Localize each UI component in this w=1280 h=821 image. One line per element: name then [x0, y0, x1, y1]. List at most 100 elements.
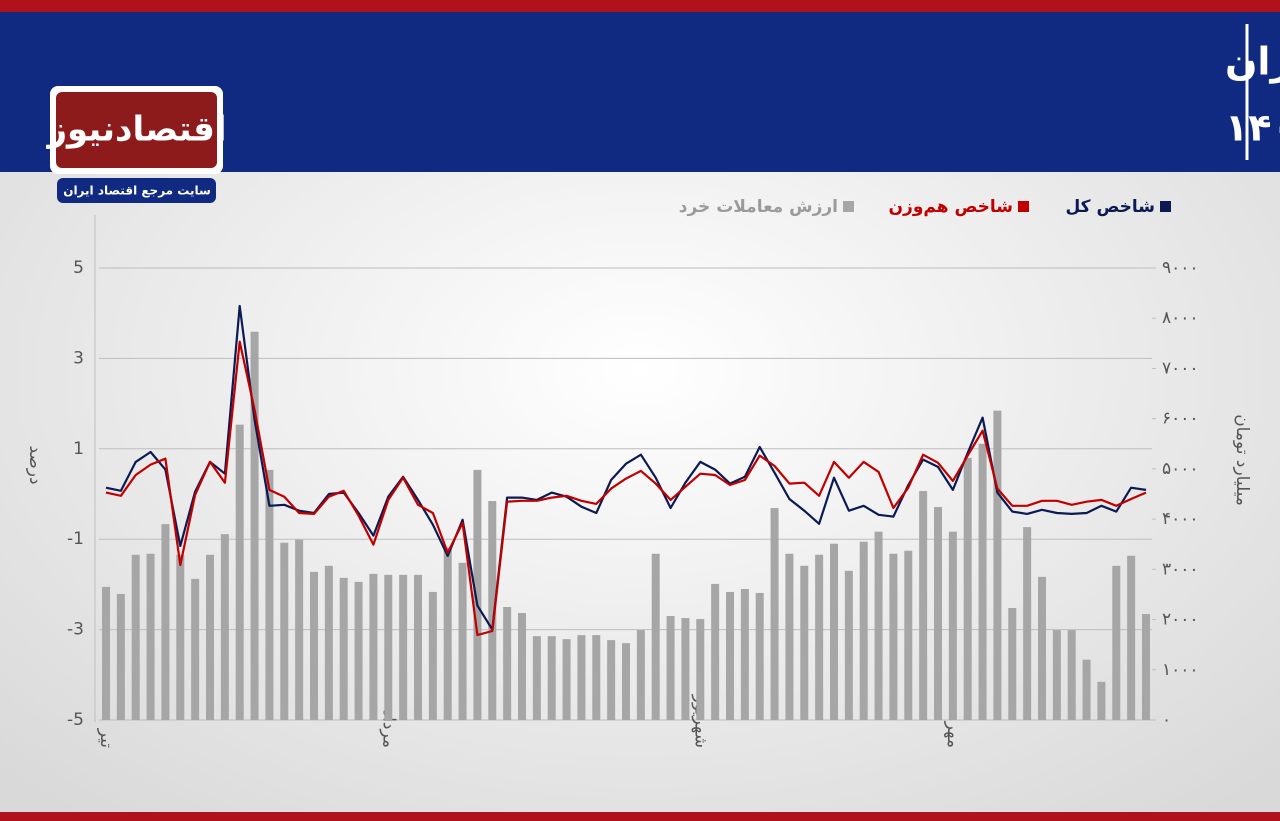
line	[105, 304, 1147, 631]
chart-subtitle: از ابتدای تابستان ۱۴۰۳	[1225, 106, 1280, 150]
bar	[265, 469, 274, 720]
y2-tick-label: ۳۰۰۰	[1162, 559, 1199, 579]
bar	[1127, 555, 1136, 720]
bar	[1008, 608, 1017, 720]
y-axis-label: درصد	[25, 445, 45, 484]
bar	[1097, 681, 1106, 720]
legend-swatch	[1018, 201, 1029, 212]
bar	[399, 574, 408, 720]
bar	[726, 591, 734, 720]
y-tick-label: -1	[67, 529, 84, 549]
bar	[666, 616, 675, 720]
x-tick-label: تیر	[96, 728, 116, 749]
y2-tick-label: ۸۰۰۰	[1162, 308, 1199, 328]
bar	[206, 554, 214, 720]
bar	[844, 570, 853, 720]
bar	[354, 581, 363, 720]
bar	[948, 531, 957, 720]
bar	[1112, 565, 1121, 720]
bar	[473, 469, 482, 720]
bar	[1023, 527, 1032, 720]
legend-label: شاخص هم‌وزن	[889, 197, 1013, 217]
y-tick-label: 3	[73, 348, 84, 368]
bar	[176, 554, 185, 720]
bar	[562, 639, 571, 720]
bar	[800, 565, 809, 720]
bar	[592, 635, 601, 720]
bar	[993, 410, 1002, 720]
bar	[503, 607, 512, 720]
logo-name: اقتصادنیوز	[45, 110, 226, 150]
bar	[696, 619, 705, 720]
bar	[369, 573, 378, 720]
bar	[755, 592, 764, 720]
x-tick-label: مهر	[943, 721, 963, 748]
y2-tick-label: ۹۰۰۰	[1162, 258, 1199, 278]
bar	[785, 553, 794, 720]
y-tick-label: -5	[67, 710, 84, 730]
y2-tick-label: ۰	[1162, 710, 1171, 730]
y-tick-label: 1	[73, 439, 84, 459]
logo-box	[56, 92, 217, 168]
bottom-strip	[0, 812, 1280, 821]
y2-tick-label: ۲۰۰۰	[1162, 610, 1199, 630]
bar	[310, 571, 318, 720]
chart-title: نوسانات روزانه شاخص کل و هم‌وزن بورس تهر…	[1225, 40, 1280, 85]
bar	[651, 553, 660, 720]
bar	[384, 574, 393, 720]
bar	[636, 630, 645, 720]
bar	[889, 553, 898, 720]
top-strip	[0, 0, 1280, 12]
bar	[443, 547, 452, 720]
bar	[131, 554, 140, 720]
legend-swatch	[843, 201, 854, 212]
bar	[1082, 659, 1091, 720]
y2-tick-label: ۱۰۰۰	[1162, 660, 1199, 680]
bar	[681, 618, 690, 720]
y-tick-label: 5	[73, 258, 84, 278]
bar	[414, 574, 422, 720]
bar	[978, 443, 987, 720]
bar	[324, 565, 333, 720]
bar	[191, 578, 200, 720]
bar	[295, 539, 304, 720]
bar	[102, 586, 110, 720]
y2-tick-label: ۴۰۰۰	[1162, 509, 1199, 529]
legend-label: ارزش معاملات خرد	[679, 197, 838, 217]
bar	[532, 636, 541, 720]
bar	[770, 508, 779, 720]
bar	[235, 424, 244, 720]
bar	[547, 636, 556, 720]
bar	[963, 457, 972, 720]
bar	[146, 553, 155, 720]
bar	[1142, 614, 1150, 720]
legend-swatch	[1160, 201, 1171, 212]
bar	[161, 524, 170, 720]
bar	[339, 577, 348, 720]
bar	[488, 501, 497, 720]
y-tick-label: -3	[67, 620, 84, 640]
bar	[859, 541, 868, 720]
y2-axis-label: میلیارد تومان	[1232, 414, 1252, 506]
bar	[250, 331, 259, 720]
bar	[220, 534, 229, 720]
line	[105, 340, 1147, 637]
bar	[280, 542, 289, 720]
x-tick-label: مرداد	[378, 710, 398, 748]
bar	[904, 550, 913, 720]
bar	[1067, 630, 1076, 720]
bar	[1052, 630, 1061, 720]
bar	[815, 554, 824, 720]
bar	[711, 583, 720, 720]
bar	[577, 635, 586, 720]
bar	[874, 531, 883, 720]
bar	[740, 588, 749, 720]
logo-tagline: سایت مرجع اقتصاد ایران	[63, 184, 211, 198]
bar	[607, 640, 616, 720]
legend-label: شاخص کل	[1065, 197, 1155, 217]
bar	[1038, 576, 1046, 720]
bar	[116, 593, 125, 720]
bar	[518, 613, 526, 720]
y2-tick-label: ۵۰۰۰	[1162, 459, 1199, 479]
